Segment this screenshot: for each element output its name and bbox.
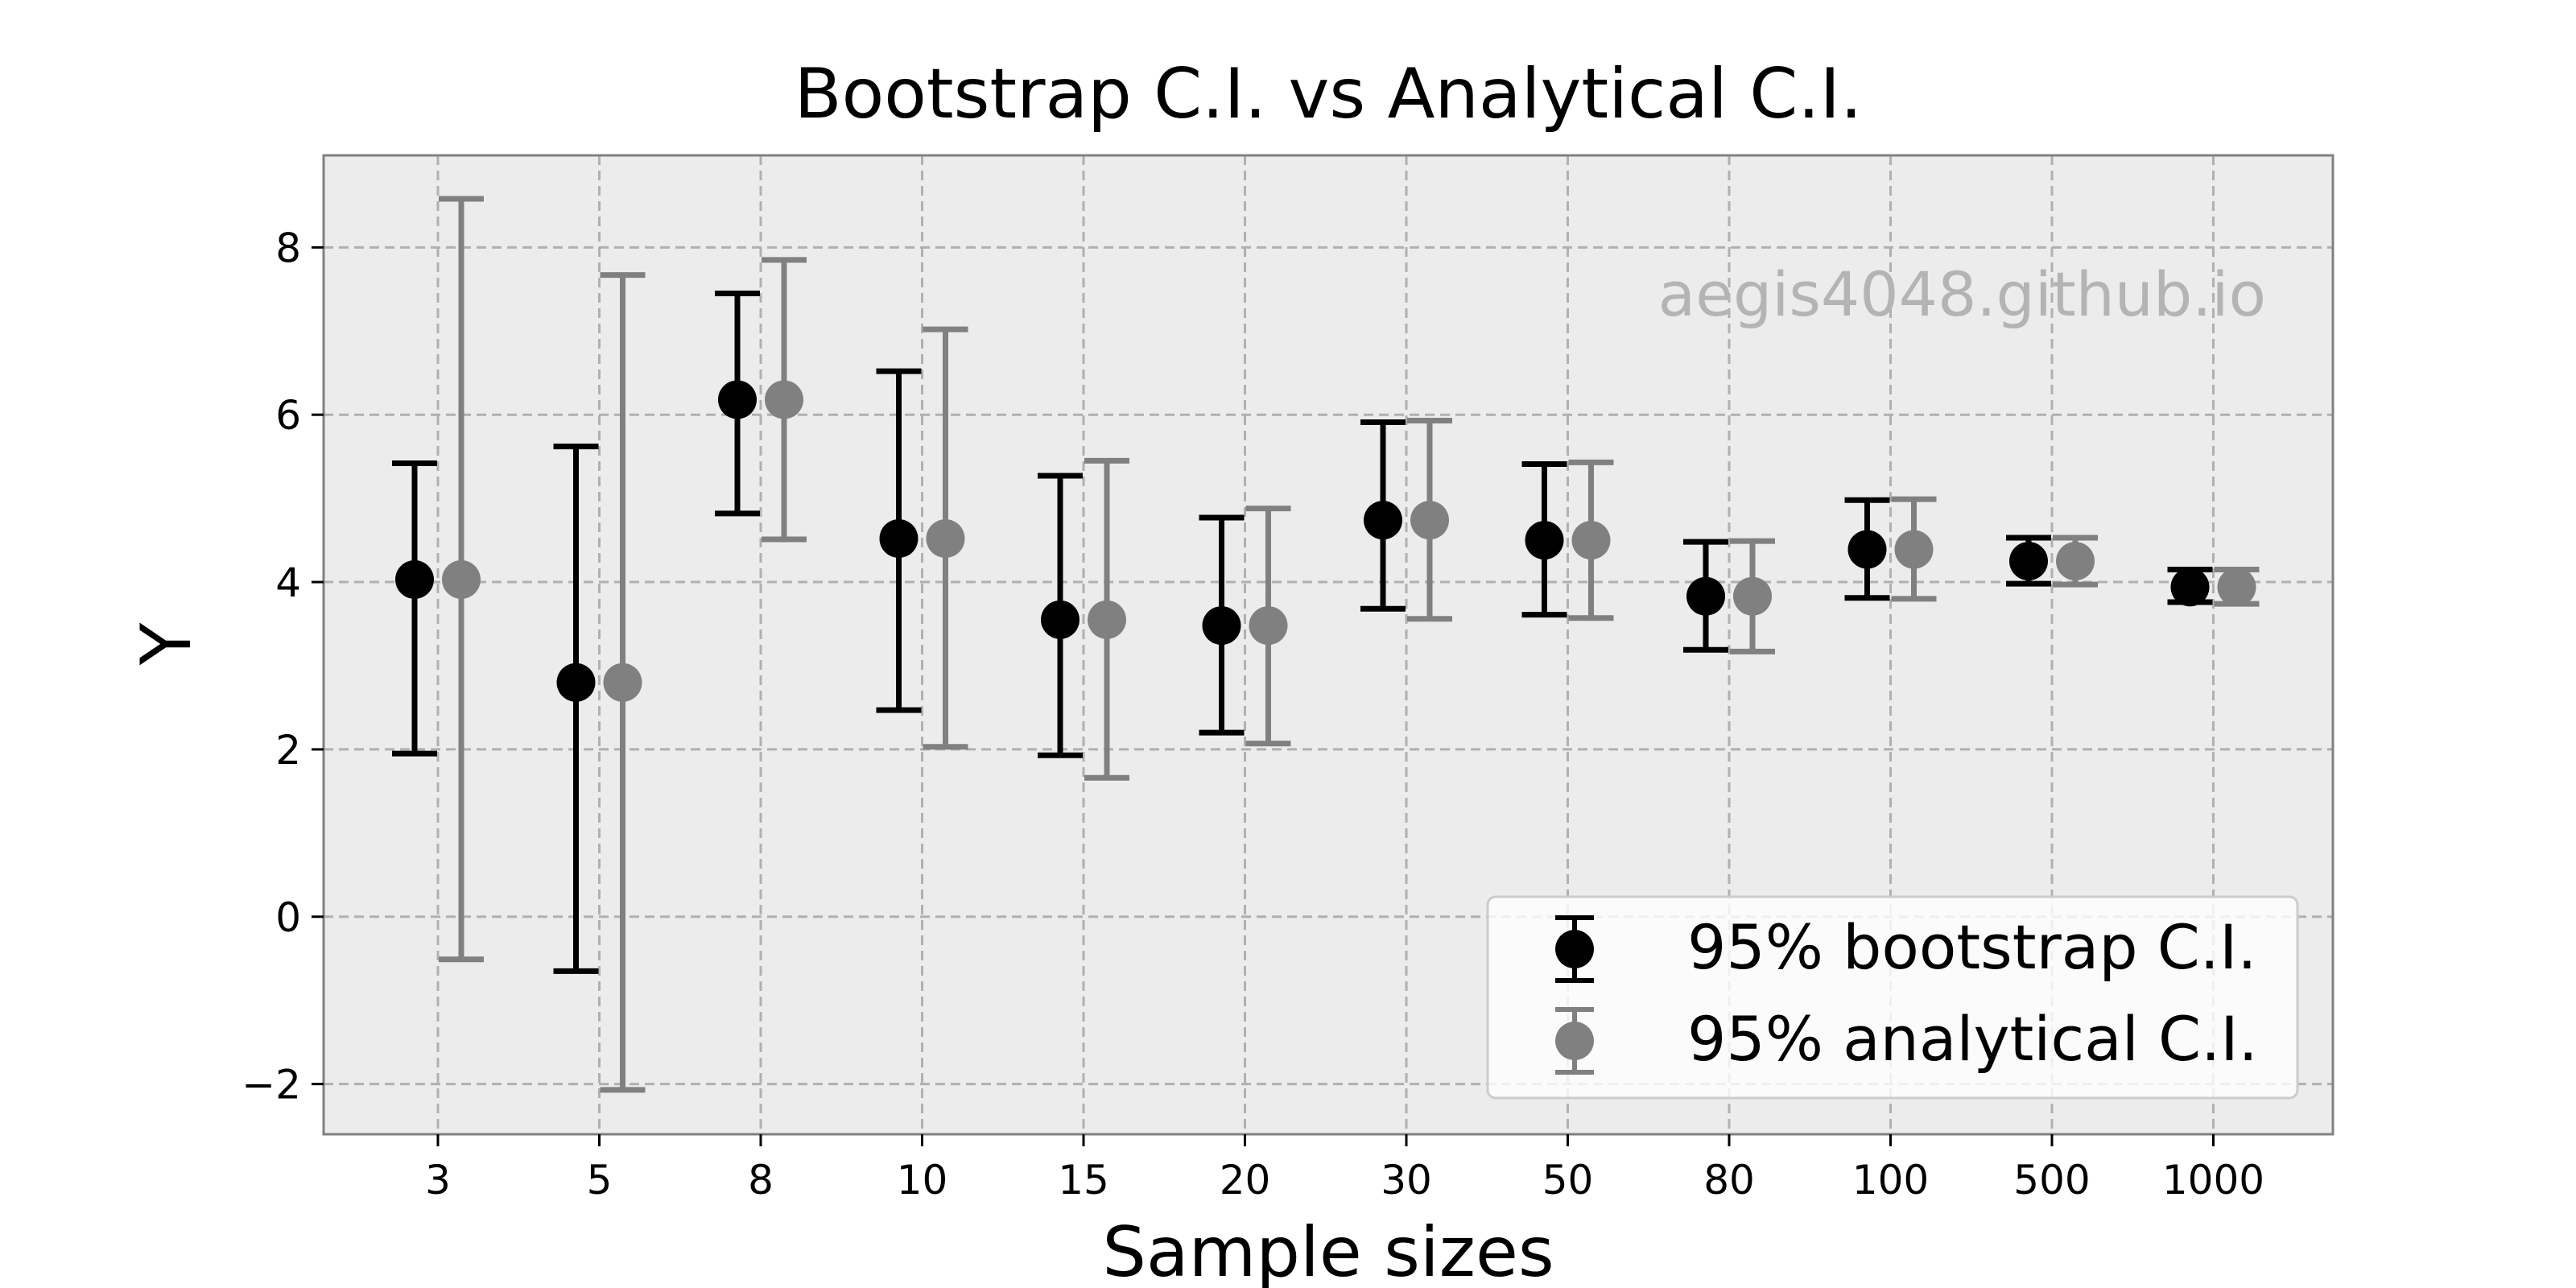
y-axis-ticks: 8 6 4 2 0 −2	[242, 225, 324, 1108]
series-layer	[392, 196, 2260, 1093]
x-tick-label: 500	[2013, 1157, 2090, 1203]
analytical-mean-point	[2217, 568, 2256, 607]
analytical-mean-point	[442, 559, 481, 599]
series-bootstrap	[392, 290, 2213, 974]
legend-entry-bootstrap: 95% bootstrap C.I.	[1555, 911, 2257, 983]
x-tick-label: 15	[1058, 1157, 1109, 1203]
legend-bootstrap-marker	[1555, 930, 1594, 968]
y-tick-label: −2	[242, 1062, 301, 1108]
x-tick-label: 5	[587, 1157, 613, 1203]
analytical-mean-point	[926, 519, 965, 559]
bootstrap-mean-point	[1525, 521, 1564, 560]
bootstrap-mean-point	[1202, 606, 1241, 646]
bootstrap-mean-point	[395, 559, 434, 599]
x-tick-label: 10	[897, 1157, 948, 1203]
analytical-mean-point	[1571, 521, 1611, 560]
analytical-mean-point	[2056, 542, 2095, 581]
x-tick-label: 20	[1220, 1157, 1271, 1203]
y-tick-label: 8	[275, 225, 301, 271]
plot-frame	[322, 154, 2334, 1136]
legend: 95% bootstrap C.I. 95% analytical C.I.	[1486, 895, 2299, 1100]
watermark: aegis4048.github.io	[1658, 258, 2266, 330]
chart-title: Bootstrap C.I. vs Analytical C.I.	[795, 54, 1863, 134]
x-tick-label: 50	[1542, 1157, 1594, 1203]
bootstrap-mean-point	[1364, 501, 1402, 540]
bootstrap-mean-point	[1041, 600, 1080, 639]
analytical-mean-point	[1410, 501, 1449, 540]
x-tick-label: 8	[748, 1157, 774, 1203]
analytical-mean-point	[1088, 600, 1126, 639]
y-tick-label: 0	[275, 894, 301, 941]
analytical-mean-point	[603, 663, 642, 702]
bootstrap-mean-point	[556, 663, 596, 702]
legend-analytical-marker	[1555, 1022, 1594, 1060]
bootstrap-mean-point	[2009, 542, 2048, 581]
y-tick-label: 4	[275, 559, 301, 606]
x-tick-label: 30	[1381, 1157, 1432, 1203]
series-analytical	[439, 196, 2260, 1093]
legend-entry-analytical: 95% analytical C.I.	[1555, 1003, 2258, 1075]
bootstrap-mean-point	[879, 519, 919, 559]
analytical-mean-point	[765, 380, 803, 419]
legend-bootstrap-label: 95% bootstrap C.I.	[1687, 911, 2257, 983]
bootstrap-mean-point	[1686, 576, 1725, 616]
bootstrap-mean-point	[718, 380, 757, 419]
analytical-mean-point	[1249, 606, 1288, 646]
legend-frame	[1486, 895, 2299, 1100]
legend-analytical-label: 95% analytical C.I.	[1687, 1003, 2258, 1075]
x-tick-label: 100	[1852, 1157, 1929, 1203]
y-axis-label: Y	[126, 622, 207, 666]
y-tick-label: 6	[275, 392, 301, 439]
bootstrap-mean-point	[1847, 530, 1887, 569]
analytical-mean-point	[1894, 530, 1934, 569]
x-tick-label: 1000	[2162, 1157, 2264, 1203]
x-axis-label: Sample sizes	[1102, 1212, 1554, 1288]
bootstrap-mean-point	[2170, 568, 2210, 607]
y-tick-label: 2	[275, 727, 301, 774]
x-axis-ticks: 3 5 8 10 15 20 30 50 80 100 500 1000	[425, 1134, 2264, 1203]
analytical-mean-point	[1733, 576, 1772, 616]
x-tick-label: 3	[425, 1157, 451, 1203]
x-tick-label: 80	[1703, 1157, 1755, 1203]
